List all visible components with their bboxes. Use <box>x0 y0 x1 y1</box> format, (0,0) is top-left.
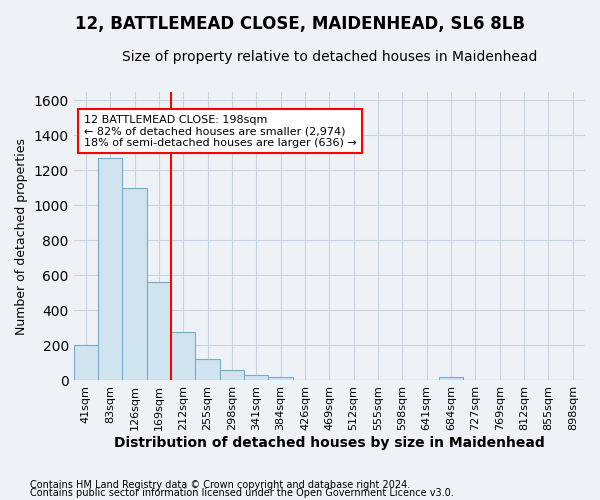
X-axis label: Distribution of detached houses by size in Maidenhead: Distribution of detached houses by size … <box>114 436 545 450</box>
Text: Contains public sector information licensed under the Open Government Licence v3: Contains public sector information licen… <box>30 488 454 498</box>
Y-axis label: Number of detached properties: Number of detached properties <box>15 138 28 334</box>
Bar <box>122 188 147 380</box>
Bar <box>196 358 220 380</box>
Bar <box>98 158 122 380</box>
Bar <box>147 282 171 380</box>
Bar <box>220 370 244 380</box>
Text: Contains HM Land Registry data © Crown copyright and database right 2024.: Contains HM Land Registry data © Crown c… <box>30 480 410 490</box>
Text: 12 BATTLEMEAD CLOSE: 198sqm
← 82% of detached houses are smaller (2,974)
18% of : 12 BATTLEMEAD CLOSE: 198sqm ← 82% of det… <box>84 114 356 148</box>
Bar <box>171 332 196 380</box>
Bar <box>244 375 268 380</box>
Bar <box>74 346 98 380</box>
Title: Size of property relative to detached houses in Maidenhead: Size of property relative to detached ho… <box>122 50 537 64</box>
Bar <box>268 377 293 380</box>
Text: 12, BATTLEMEAD CLOSE, MAIDENHEAD, SL6 8LB: 12, BATTLEMEAD CLOSE, MAIDENHEAD, SL6 8L… <box>75 15 525 33</box>
Bar <box>439 377 463 380</box>
